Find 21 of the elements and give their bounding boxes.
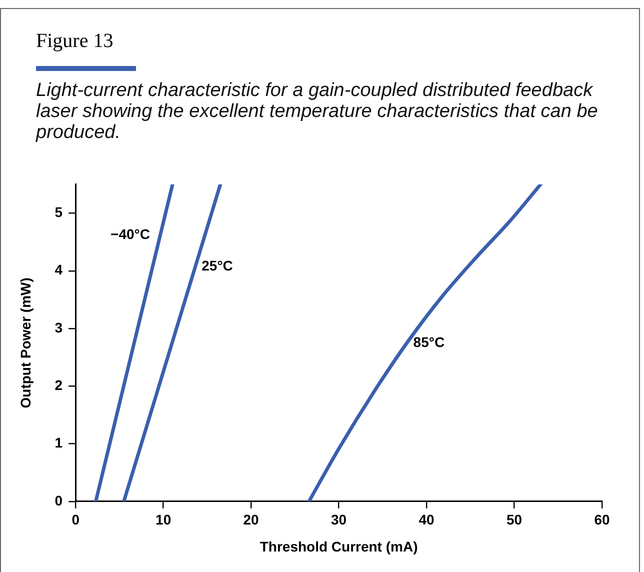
y-tick-label: 0: [54, 492, 63, 508]
line-series: [307, 184, 542, 502]
series-label: 25°C: [202, 258, 233, 274]
x-tick-label: 30: [331, 512, 347, 528]
chart-subtitle: Light-current characteristic for a gain-coupled distributed feedback laser showing the excellent temperature characteristics that can be produced.: [36, 80, 599, 143]
x-tick-label: 10: [156, 512, 172, 528]
y-tick-label: 3: [54, 319, 63, 336]
series-label: 85°C: [413, 334, 445, 350]
x-tick-label: 60: [594, 512, 610, 528]
y-tick-label: 2: [54, 376, 63, 393]
x-tick-label: 0: [72, 512, 80, 528]
y-tick-label: 1: [54, 434, 63, 451]
series-label: −40°C: [110, 226, 150, 242]
x-tick-label: 40: [418, 512, 435, 528]
chart-title: Figure 13: [36, 30, 114, 53]
x-tick-label: 50: [506, 512, 522, 528]
y-axis-title: Output Power (mW): [17, 278, 34, 408]
y-tick-label: 5: [54, 204, 63, 220]
y-tick-label: 4: [54, 262, 63, 278]
x-axis-title: Threshold Current (mA): [260, 538, 418, 554]
x-tick-label: 20: [243, 512, 260, 528]
